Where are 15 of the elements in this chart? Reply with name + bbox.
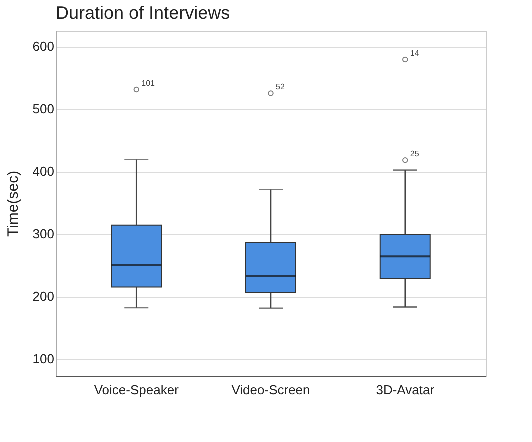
y-tick-label: 500	[32, 102, 54, 117]
annotation: 52	[276, 82, 286, 92]
annotation: 25	[410, 149, 420, 158]
y-tick-label: 600	[32, 39, 54, 54]
y-axis-title: Time(sec)	[4, 170, 22, 238]
x-tick-label: 3D-Avatar	[376, 382, 436, 398]
y-tick-label: 300	[32, 226, 54, 242]
chart-title: Duration of Interviews	[56, 3, 230, 23]
x-tick-label: Voice-Speaker	[94, 382, 180, 398]
annotation: 101	[142, 78, 156, 88]
y-tick-label: 100	[32, 352, 54, 367]
y-tick-label: 200	[32, 289, 54, 304]
x-tick-label: Video-Screen	[232, 382, 310, 398]
annotation: 14	[410, 48, 420, 58]
y-tick-label: 400	[32, 164, 54, 180]
